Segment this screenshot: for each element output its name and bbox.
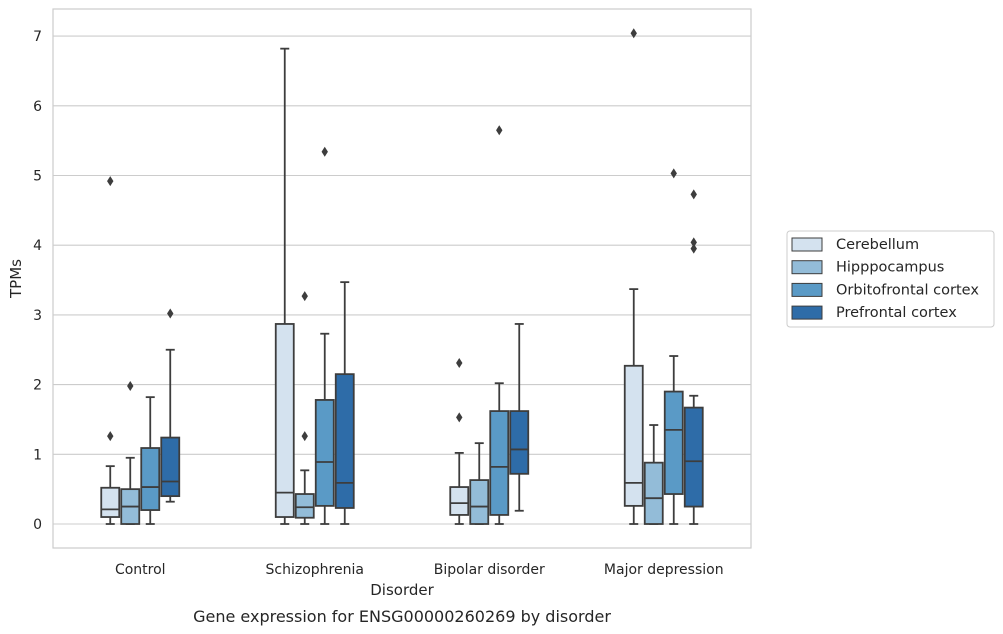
outlier-point <box>321 146 328 157</box>
box-2-4 <box>643 424 664 525</box>
box-series <box>100 28 704 525</box>
outlier-point <box>107 431 114 442</box>
y-tick-label: 0 <box>33 517 42 533</box>
y-tick-label: 5 <box>33 169 42 185</box>
legend-items: Cerebellum Hipppocampus Orbitofrontal cort… <box>791 237 979 321</box>
box-body <box>100 486 121 518</box>
box-2-2 <box>294 291 315 525</box>
y-tick-label: 3 <box>33 308 42 324</box>
outlier-point <box>690 237 697 248</box>
x-tick-label: Control <box>115 562 166 578</box>
box-3-2 <box>314 146 335 525</box>
legend-item-4: Prefrontal cortex <box>791 305 957 321</box>
outlier-point <box>690 189 697 200</box>
x-tick-label: Schizophrenia <box>266 562 364 578</box>
outlier-point <box>127 380 134 391</box>
box-3-4 <box>663 168 684 525</box>
box-4-4 <box>683 189 704 525</box>
legend-swatch <box>791 237 823 252</box>
chart-caption: Gene expression for ENSG00000260269 by d… <box>193 607 611 626</box>
legend-label: Cerebellum <box>836 237 919 253</box>
outlier-point <box>301 291 308 302</box>
legend-label: Hipppocampus <box>836 260 944 276</box>
outlier-point <box>107 176 114 187</box>
box-body <box>509 410 530 475</box>
legend-swatch <box>791 260 823 275</box>
box-body <box>160 436 181 498</box>
box-3-1 <box>140 396 161 525</box>
x-tick-labels: Control Schizophrenia Bipolar disorder Majo… <box>115 562 724 578</box>
series-1 <box>100 28 644 525</box>
box-body <box>140 447 161 511</box>
y-tick-label: 2 <box>33 378 42 394</box>
plot-area-frame <box>52 8 752 549</box>
series-2 <box>120 291 664 525</box>
y-tick-label: 7 <box>33 29 42 45</box>
box-body <box>663 390 684 495</box>
y-axis-label: TPMs <box>7 259 25 299</box>
box-body <box>683 406 704 508</box>
y-tick-label: 4 <box>33 238 42 254</box>
box-body <box>489 410 510 516</box>
legend-label: Orbitofrontal cortex <box>836 282 979 298</box>
outlier-point <box>630 28 637 39</box>
box-3-3 <box>489 125 510 525</box>
box-body <box>449 486 470 516</box>
series-4 <box>160 189 704 525</box>
outlier-point <box>456 357 463 368</box>
box-4-1 <box>160 308 181 503</box>
box-body <box>314 399 335 507</box>
box-1-2 <box>274 47 295 525</box>
box-body <box>643 461 664 525</box>
legend-item-2: Hipppocampus <box>791 260 944 276</box>
outlier-point <box>690 243 697 254</box>
legend-label: Prefrontal cortex <box>836 305 957 321</box>
outlier-point <box>456 412 463 423</box>
legend-item-1: Cerebellum <box>791 237 919 253</box>
box-body <box>294 493 315 519</box>
outlier-point <box>301 431 308 442</box>
outlier-point <box>496 125 503 136</box>
box-1-1 <box>100 176 121 525</box>
series-3 <box>140 125 684 525</box>
legend-swatch <box>791 305 823 320</box>
x-tick-label: Bipolar disorder <box>434 562 545 578</box>
legend-frame <box>786 230 995 328</box>
y-tick-label: 6 <box>33 99 42 115</box>
x-tick-label: Major depression <box>604 562 724 578</box>
box-1-3 <box>449 357 470 525</box>
outlier-point <box>167 308 174 319</box>
legend-swatch <box>791 282 823 297</box>
y-tick-labels: 0 1 2 3 4 5 6 7 <box>33 29 42 533</box>
box-body <box>623 364 644 507</box>
outlier-point <box>670 168 677 179</box>
box-1-4 <box>623 28 644 525</box>
box-4-3 <box>509 323 530 512</box>
box-body <box>274 323 295 518</box>
box-2-1 <box>120 380 141 525</box>
box-4-2 <box>334 281 355 525</box>
box-2-3 <box>469 442 490 525</box>
y-tick-label: 1 <box>33 447 42 463</box>
legend-item-3: Orbitofrontal cortex <box>791 282 979 298</box>
legend: Cerebellum Hipppocampus Orbitofrontal cort… <box>786 230 995 328</box>
x-axis-label: Disorder <box>370 581 434 599</box>
box-body <box>469 479 490 525</box>
box-body <box>334 373 355 509</box>
